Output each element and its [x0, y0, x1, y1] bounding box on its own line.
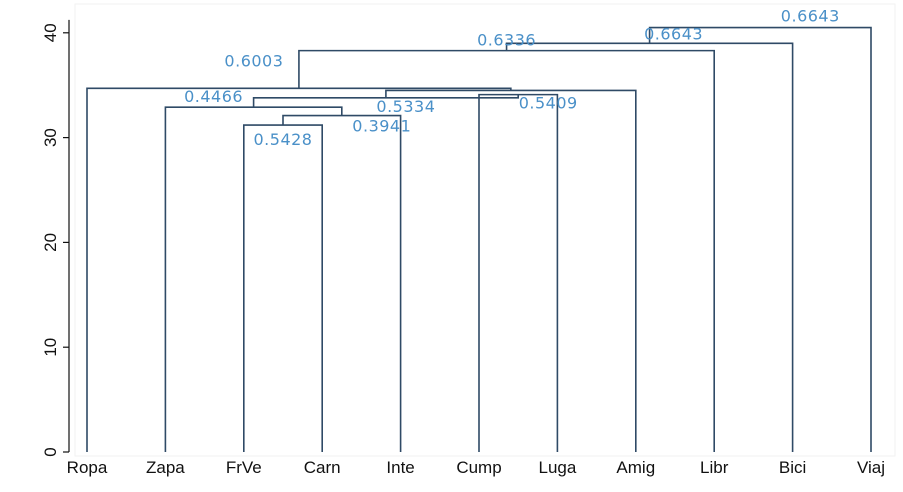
leaf-label-viaj: Viaj: [857, 458, 885, 477]
leaf-label-frve: FrVe: [226, 458, 262, 477]
leaf-label-zapa: Zapa: [146, 458, 185, 477]
leaf-label-bici: Bici: [779, 458, 806, 477]
plot-frame: [74, 3, 896, 457]
node-label-m5: 0.5334: [376, 97, 435, 116]
leaf-label-inte: Inte: [386, 458, 414, 477]
node-label-m2: 0.3941: [352, 117, 411, 136]
y-tick-label: 20: [41, 233, 60, 252]
node-label-m1: 0.5428: [254, 130, 313, 149]
branch-m2: [282, 114, 402, 452]
branch-m4: [478, 93, 559, 452]
y-tick-label: 10: [41, 338, 60, 357]
node-label-m7: 0.6003: [224, 51, 283, 70]
node-label-m3: 0.4466: [184, 87, 243, 106]
y-tick-label: 30: [41, 128, 60, 147]
leaf-label-luga: Luga: [538, 458, 576, 477]
leaf-label-libr: Libr: [700, 458, 729, 477]
y-tick-label: 40: [41, 23, 60, 42]
branch-m10: [648, 26, 872, 452]
branch-m1: [243, 124, 323, 452]
node-label-m8: 0.6336: [477, 31, 536, 50]
node-label-m10: 0.6643: [781, 7, 840, 26]
node-labels: 0.5428 0.3941 0.4466 0.5409 0.5334 0.6003 0.63…: [184, 7, 840, 149]
branch-m8: [298, 49, 715, 452]
node-label-m9: 0.6643: [644, 24, 703, 43]
leaf-label-cump: Cump: [456, 458, 501, 477]
y-tick-label: 0: [41, 447, 60, 456]
leaf-label-carn: Carn: [304, 458, 341, 477]
dendrogram-branches: [86, 26, 872, 452]
leaf-labels: Ropa Zapa FrVe Carn Inte Cump Luga Amig Libr Bici…: [67, 458, 885, 477]
leaf-label-amig: Amig: [616, 458, 655, 477]
leaf-label-ropa: Ropa: [67, 458, 108, 477]
branch-m3: [164, 106, 343, 452]
node-label-m4: 0.5409: [519, 94, 578, 113]
branch-m6: [385, 89, 637, 452]
y-axis-ticks: 0 10 20 30 40: [41, 23, 69, 457]
